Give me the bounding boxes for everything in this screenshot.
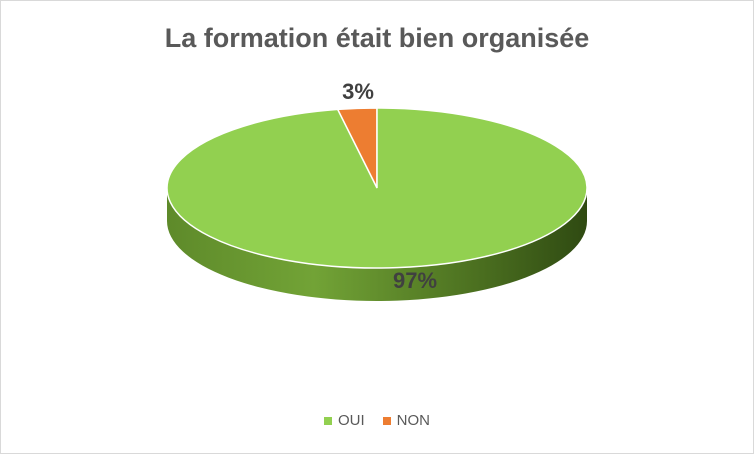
data-label-non: 3% [342,79,374,104]
chart-title: La formation était bien organisée [164,23,590,53]
legend-label-non: NON [396,412,430,429]
data-label-oui: 97% [393,268,437,293]
legend-swatch-oui [323,416,332,425]
legend-item-non: NON [382,412,430,429]
legend-item-oui: OUI [323,412,365,429]
legend-swatch-non [382,416,391,425]
chart-legend: OUI NON [1,412,753,429]
pie-slice-oui [166,107,588,269]
legend-label-oui: OUI [337,412,365,429]
pie-side-wall [167,188,587,301]
